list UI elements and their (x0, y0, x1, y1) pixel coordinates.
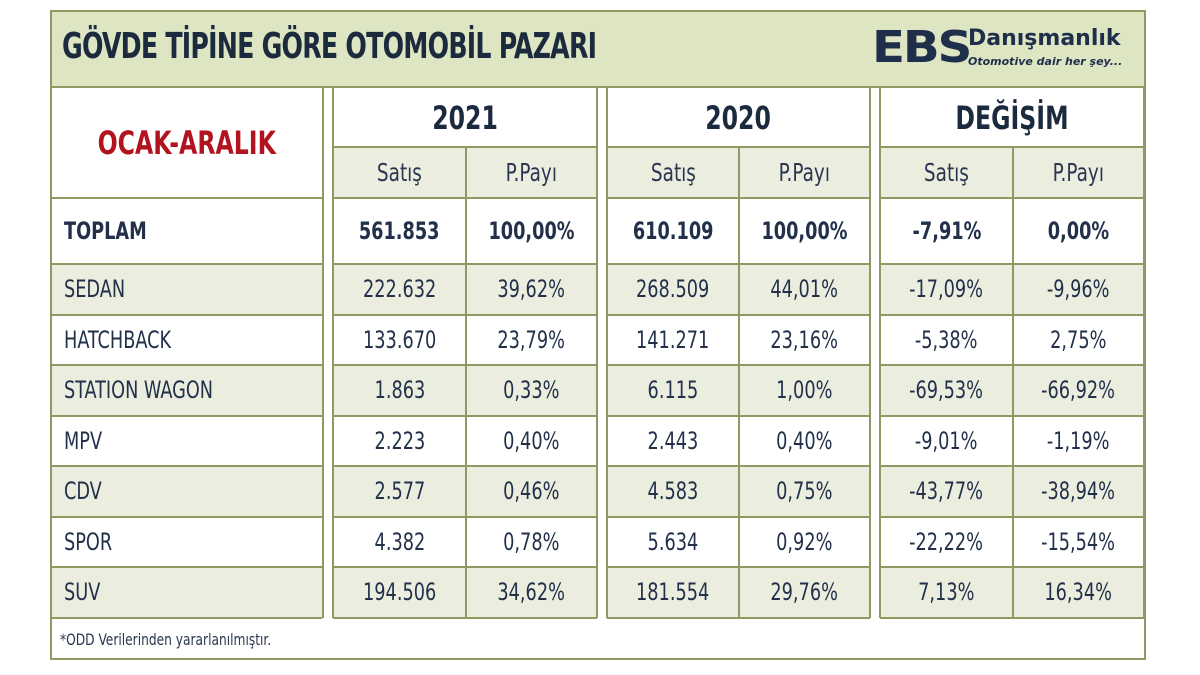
table-cell: 39,62% (466, 264, 597, 315)
table-cell: 0,75% (739, 466, 870, 517)
grid-line (879, 88, 881, 618)
total-cell: 100,00% (739, 198, 870, 264)
grid-line (332, 88, 334, 618)
table-cell: 133.670 (333, 314, 466, 365)
table-cell: 2.577 (333, 466, 466, 517)
table-cell: 181.554 (607, 567, 739, 618)
table-cell: -5,38% (880, 314, 1013, 365)
table-cell: 2,75% (1013, 314, 1144, 365)
grid-line (322, 88, 324, 618)
grid-line (880, 616, 1144, 619)
total-cell: 100,00% (466, 198, 597, 264)
table-cell: 34,62% (466, 567, 597, 618)
logo-name: Danışmanlık (968, 26, 1121, 51)
table-cell: 5.634 (607, 516, 739, 567)
subheader-share: P.Payı (466, 147, 597, 198)
total-cell: 610.109 (607, 198, 739, 264)
row-label: SPOR (52, 516, 322, 567)
market-table-card: GÖVDE TİPİNE GÖRE OTOMOBİL PAZARI EBS Da… (50, 10, 1146, 660)
table-cell: -9,96% (1013, 264, 1144, 315)
grid-line (52, 313, 322, 316)
grid-line (738, 147, 740, 618)
table-cell: 1,00% (739, 365, 870, 416)
row-label: CDV (52, 466, 322, 517)
grid-line (52, 465, 322, 467)
grid-line (52, 616, 322, 619)
row-label: SUV (52, 567, 322, 618)
group-header-1: 2020 (607, 88, 870, 147)
subheader-sales: Satış (333, 147, 466, 198)
total-cell: 561.853 (333, 198, 466, 264)
subheader-share: P.Payı (1013, 147, 1144, 198)
grid-line (52, 197, 322, 199)
page-title: GÖVDE TİPİNE GÖRE OTOMOBİL PAZARI (62, 26, 597, 67)
title-bar: GÖVDE TİPİNE GÖRE OTOMOBİL PAZARI EBS Da… (52, 12, 1144, 88)
subheader-sales: Satış (880, 147, 1013, 198)
grid-line (596, 88, 598, 618)
grid-line (52, 566, 322, 568)
table-cell: 222.632 (333, 264, 466, 315)
row-label: HATCHBACK (52, 314, 322, 365)
ebs-logo: EBS Danışmanlık Otomotive dair her şey..… (872, 24, 1132, 76)
table-cell: 0,78% (466, 516, 597, 567)
grid-line (607, 616, 870, 619)
table-cell: 1.863 (333, 365, 466, 416)
table-cell: -66,92% (1013, 365, 1144, 416)
table-cell: 23,16% (739, 314, 870, 365)
grid-line (1012, 147, 1014, 618)
table-cell: 6.115 (607, 365, 739, 416)
table-cell: -69,53% (880, 365, 1013, 416)
table-cell: 268.509 (607, 264, 739, 315)
source-footnote: *ODD Verilerinden yararlanılmıştır. (60, 630, 272, 649)
table-cell: 4.583 (607, 466, 739, 517)
grid-line (52, 263, 322, 265)
grid-line (869, 88, 871, 618)
total-row-label: TOPLAM (52, 198, 322, 264)
table-cell: 0,33% (466, 365, 597, 416)
period-label: OCAK-ARALIK (52, 88, 322, 198)
total-cell: -7,91% (880, 198, 1013, 264)
row-label: STATION WAGON (52, 365, 322, 416)
row-label: SEDAN (52, 264, 322, 315)
grid-line (1143, 88, 1145, 618)
table-cell: 23,79% (466, 314, 597, 365)
subheader-share: P.Payı (739, 147, 870, 198)
table-cell: 194.506 (333, 567, 466, 618)
table-cell: -43,77% (880, 466, 1013, 517)
table-cell: 0,40% (739, 415, 870, 466)
table-cell: -38,94% (1013, 466, 1144, 517)
grid-line (52, 414, 322, 417)
table-cell: 16,34% (1013, 567, 1144, 618)
grid-line (465, 147, 467, 618)
table-cell: -1,19% (1013, 415, 1144, 466)
grid-line (606, 88, 608, 618)
table-cell: 0,40% (466, 415, 597, 466)
table-cell: 141.271 (607, 314, 739, 365)
row-label: MPV (52, 415, 322, 466)
grid-line (333, 616, 597, 619)
table-cell: 4.382 (333, 516, 466, 567)
total-cell: 0,00% (1013, 198, 1144, 264)
table-cell: -22,22% (880, 516, 1013, 567)
group-header-0: 2021 (333, 88, 597, 147)
grid-line (52, 364, 322, 366)
table-cell: 44,01% (739, 264, 870, 315)
table-cell: -9,01% (880, 415, 1013, 466)
table-cell: 0,92% (739, 516, 870, 567)
group-header-2: DEĞİŞİM (880, 88, 1144, 147)
logo-tagline: Otomotive dair her şey... (968, 55, 1123, 68)
table-cell: 2.223 (333, 415, 466, 466)
table-cell: 7,13% (880, 567, 1013, 618)
table-cell: 2.443 (607, 415, 739, 466)
logo-mark: EBS (872, 22, 972, 73)
table-cell: -17,09% (880, 264, 1013, 315)
grid-line (52, 515, 322, 518)
table-cell: -15,54% (1013, 516, 1144, 567)
subheader-sales: Satış (607, 147, 739, 198)
table-cell: 29,76% (739, 567, 870, 618)
table-cell: 0,46% (466, 466, 597, 517)
